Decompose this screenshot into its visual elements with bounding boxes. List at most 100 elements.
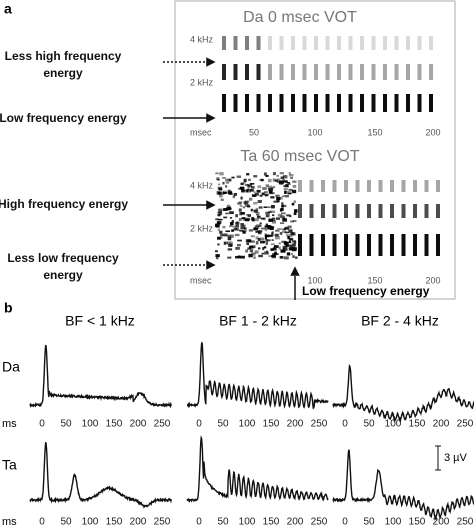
noise-speckle xyxy=(272,220,277,224)
noise-speckle xyxy=(235,224,240,228)
noise-speckle xyxy=(292,255,295,258)
annotation: Less low frequency energy xyxy=(7,251,119,282)
spectral-band xyxy=(314,94,318,112)
noise-speckle xyxy=(216,177,220,181)
noise-speckle xyxy=(225,230,231,233)
time-label: 100 xyxy=(239,419,256,430)
noise-speckle xyxy=(243,181,246,184)
time-label: 200 xyxy=(287,517,304,528)
time-label: 250 xyxy=(457,419,474,430)
time-label: 50 xyxy=(60,517,72,528)
noise-speckle xyxy=(287,244,293,247)
noise-speckle xyxy=(245,214,249,216)
noise-speckle xyxy=(227,191,233,194)
noise-speckle xyxy=(238,208,242,212)
time-label: 200 xyxy=(425,127,440,137)
noise-speckle xyxy=(264,251,269,255)
noise-speckle xyxy=(264,191,268,194)
noise-speckle xyxy=(292,220,297,223)
spectral-band xyxy=(367,180,371,192)
spectral-band xyxy=(298,180,302,192)
noise-speckle xyxy=(273,245,279,248)
noise-speckle xyxy=(245,249,249,253)
spectral-band xyxy=(424,180,429,192)
spectral-band xyxy=(337,94,341,112)
spectral-band xyxy=(233,94,238,112)
noise-speckle xyxy=(226,206,231,211)
noise-speckle xyxy=(268,190,273,194)
noise-speckle xyxy=(217,218,223,221)
freq-label: 2 kHz xyxy=(190,77,214,87)
noise-speckle xyxy=(256,189,261,193)
time-label: 150 xyxy=(367,275,382,285)
noise-speckle xyxy=(261,227,266,230)
spectral-band xyxy=(337,64,341,80)
noise-speckle xyxy=(230,234,234,238)
freq-label: 2 kHz xyxy=(190,223,214,233)
noise-speckle xyxy=(227,234,231,238)
noise-speckle xyxy=(270,248,274,251)
noise-speckle xyxy=(217,236,221,240)
noise-speckle xyxy=(253,256,256,259)
noise-speckle xyxy=(280,249,283,253)
time-label: 100 xyxy=(239,517,256,528)
spectral-band xyxy=(383,94,387,112)
noise-speckle xyxy=(281,212,286,215)
noise-speckle xyxy=(284,190,287,194)
noise-speckle xyxy=(265,174,269,177)
spectral-band xyxy=(417,94,422,112)
noise-speckle xyxy=(255,241,259,245)
arrow-head xyxy=(206,113,216,123)
noise-speckle xyxy=(268,210,272,214)
noise-speckle xyxy=(266,224,271,228)
noise-speckle xyxy=(231,229,234,232)
spectral-band xyxy=(390,234,394,256)
noise-speckle xyxy=(218,187,223,191)
noise-speckle xyxy=(265,223,268,227)
noise-speckle xyxy=(216,221,222,224)
noise-speckle xyxy=(270,210,276,214)
spectral-band xyxy=(268,94,272,112)
annotation: Low frequency energy xyxy=(0,111,127,125)
spectral-band xyxy=(309,234,314,256)
noise-speckle xyxy=(239,186,245,190)
spectrograms xyxy=(215,36,440,260)
spectrogram-title: Da 0 msec VOT xyxy=(243,9,357,26)
spectral-band xyxy=(371,64,376,80)
time-label: 150 xyxy=(263,419,280,430)
noise-speckle xyxy=(217,228,220,231)
spectral-band xyxy=(302,36,307,50)
spectral-band xyxy=(378,234,383,256)
time-label: 100 xyxy=(385,419,402,430)
time-label: 200 xyxy=(130,419,147,430)
noise-speckle xyxy=(250,240,255,243)
spectral-band xyxy=(413,234,417,256)
noise-speckle xyxy=(272,247,277,251)
spectral-band xyxy=(291,64,295,80)
noise-speckle xyxy=(251,245,256,249)
noise-speckle xyxy=(223,241,228,244)
noise-speckle xyxy=(252,253,256,256)
noise-speckle xyxy=(282,228,287,231)
noise-speckle xyxy=(283,188,288,190)
noise-speckle xyxy=(288,188,293,191)
spectral-band xyxy=(367,234,371,256)
time-label: 200 xyxy=(433,419,450,430)
time-unit: msec xyxy=(190,275,212,285)
noise-speckle xyxy=(271,239,274,241)
noise-speckle xyxy=(266,239,271,242)
noise-speckle xyxy=(237,229,241,231)
spectral-band xyxy=(360,36,364,50)
spectral-band xyxy=(256,36,261,50)
noise-speckle xyxy=(275,194,280,197)
noise-speckle xyxy=(281,204,287,208)
noise-speckle xyxy=(259,224,262,227)
noise-speckle xyxy=(251,217,254,221)
spectral-band xyxy=(378,180,383,192)
spectral-band xyxy=(268,36,272,50)
noise-speckle xyxy=(267,185,272,189)
noise-speckle xyxy=(249,197,253,201)
noise-speckle xyxy=(215,254,220,258)
noise-speckle xyxy=(282,179,286,182)
